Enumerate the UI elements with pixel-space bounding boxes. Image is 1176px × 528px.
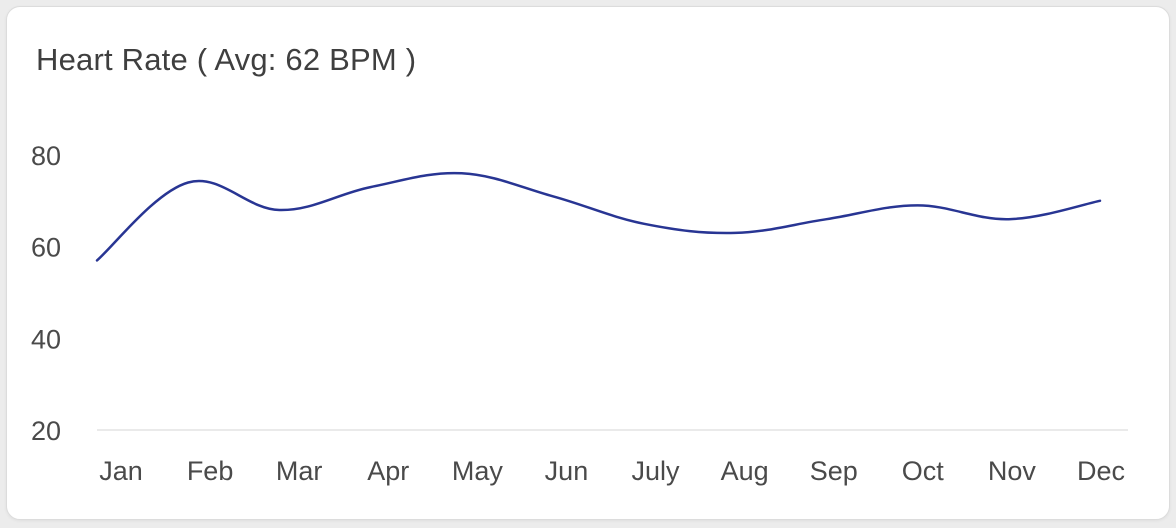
chart-title: Heart Rate ( Avg: 62 BPM ): [36, 42, 417, 77]
y-tick-label: 20: [31, 416, 61, 446]
y-axis: 20 40 60 80: [31, 141, 61, 446]
x-tick-label: Jun: [545, 456, 589, 486]
x-tick-label: Oct: [902, 456, 945, 486]
y-tick-label: 60: [31, 233, 61, 263]
x-tick-label: Sep: [810, 456, 858, 486]
x-tick-label: Nov: [988, 456, 1037, 486]
x-tick-label: Jan: [99, 456, 143, 486]
x-tick-label: Mar: [276, 456, 323, 486]
x-tick-label: Feb: [187, 456, 234, 486]
x-tick-label: Apr: [367, 456, 409, 486]
x-tick-label: July: [632, 456, 681, 486]
x-tick-label: Aug: [721, 456, 769, 486]
x-tick-label: May: [452, 456, 504, 486]
chart-card: Heart Rate ( Avg: 62 BPM ): [6, 6, 1170, 520]
series-line: [95, 171, 1102, 262]
y-tick-label: 40: [31, 324, 61, 354]
y-tick-label: 80: [31, 141, 61, 171]
x-axis: Jan Feb Mar Apr May Jun July Aug Sep Oct Nov Dec: [99, 456, 1125, 486]
x-tick-label: Dec: [1077, 456, 1125, 486]
